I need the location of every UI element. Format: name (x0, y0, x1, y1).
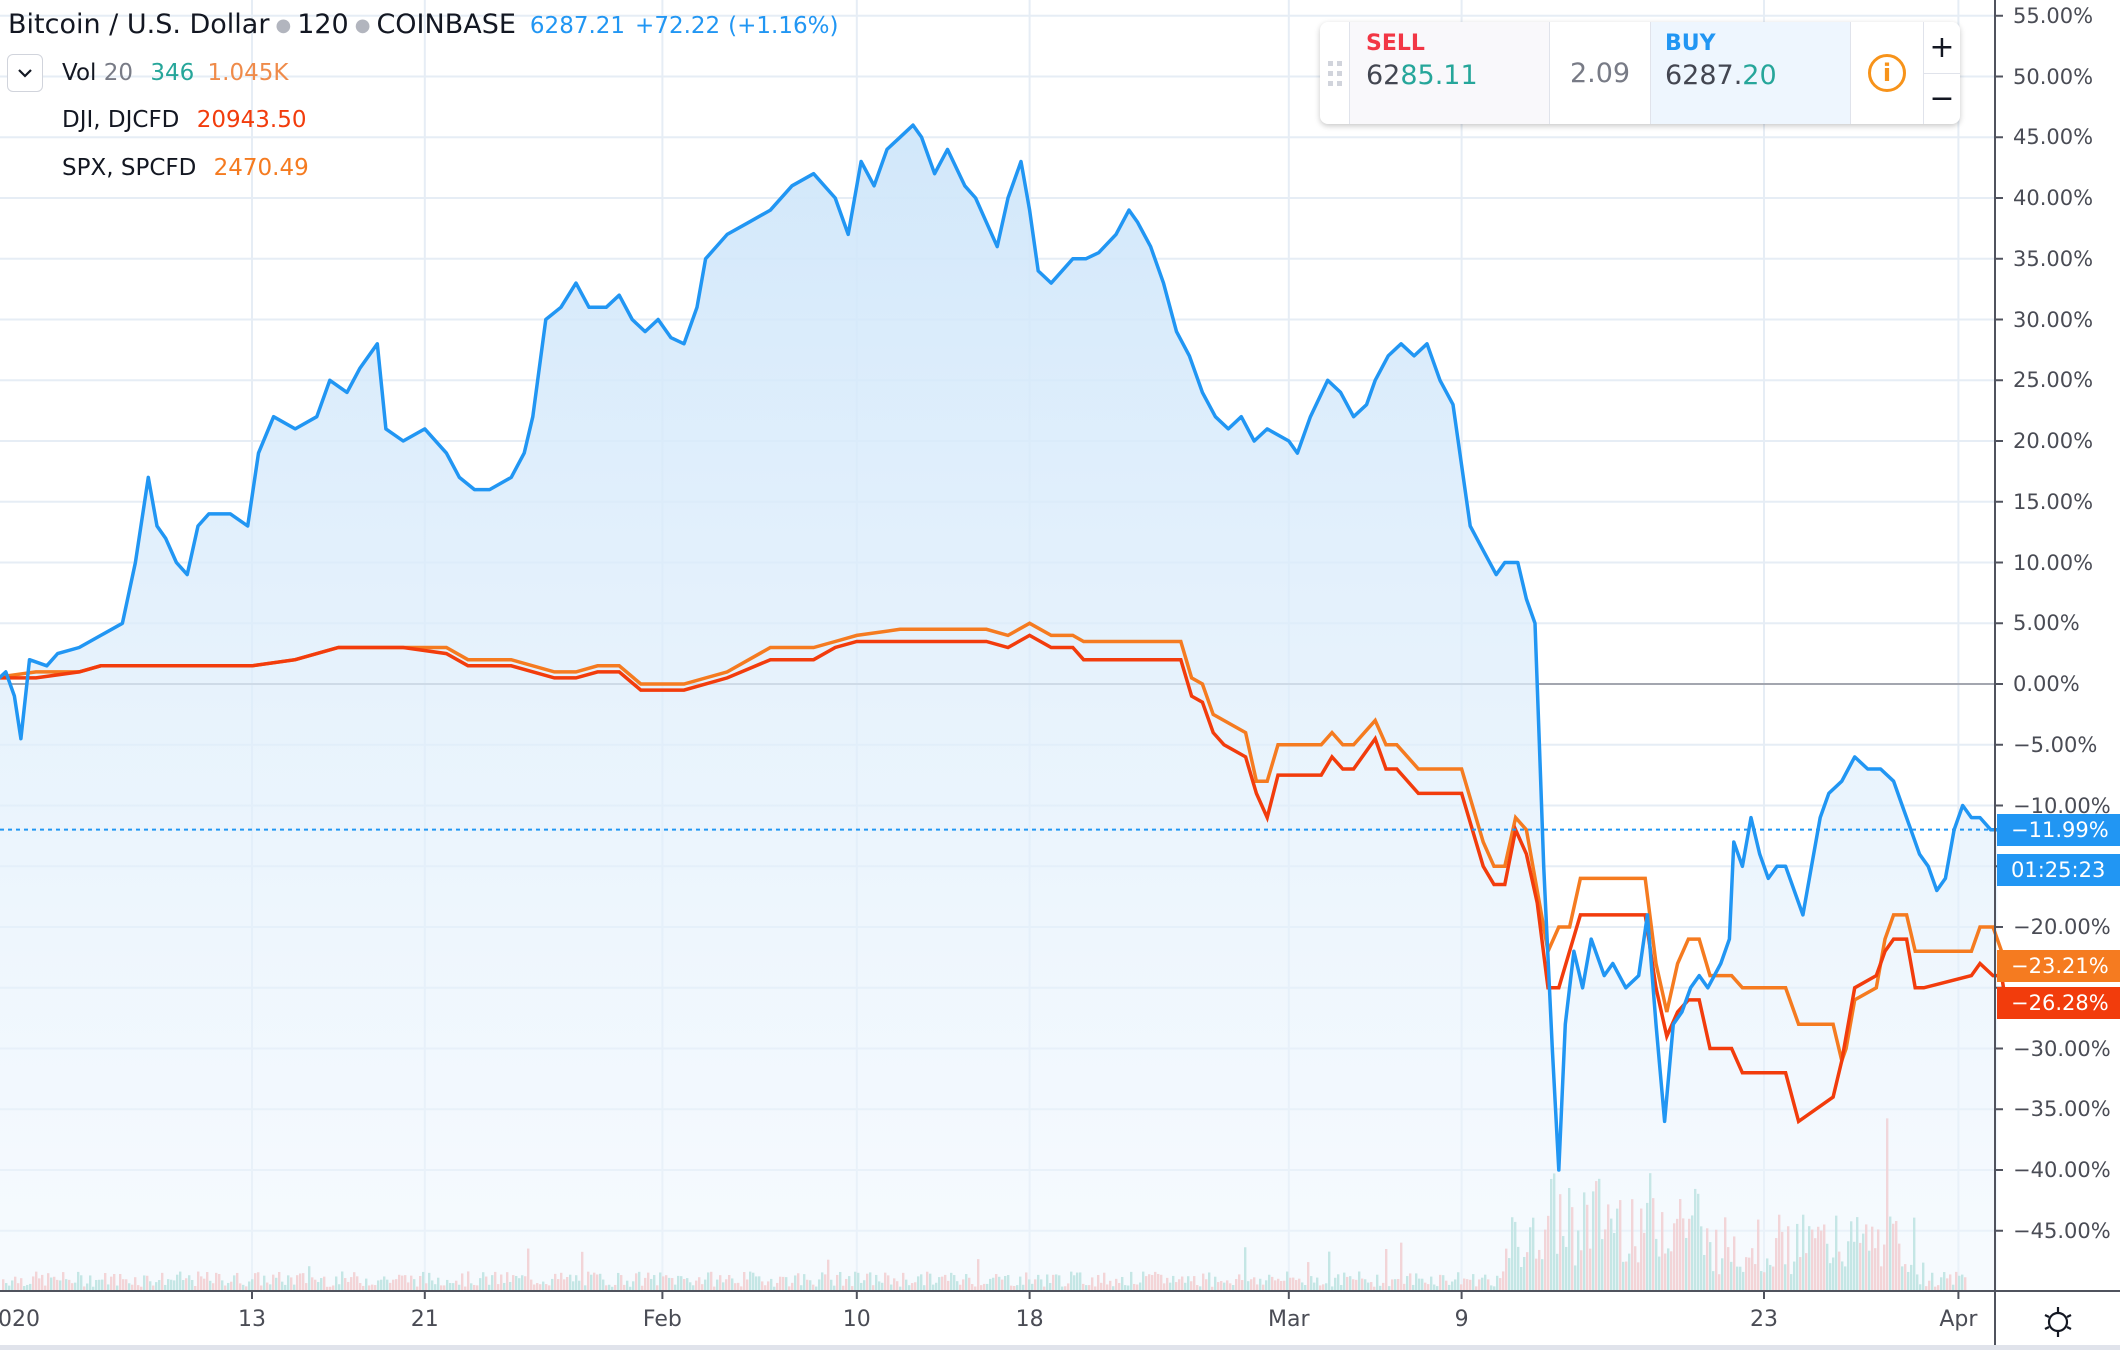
increase-button[interactable]: + (1924, 22, 1960, 74)
price-axis-ticks (1995, 14, 2003, 1232)
buy-price-suffix: 20 (1742, 60, 1777, 91)
buy-button[interactable]: BUY 6287.20 (1651, 22, 1851, 124)
quantity-stepper: + − (1924, 22, 1960, 124)
info-button[interactable]: i (1851, 22, 1924, 124)
spx-line[interactable] (0, 621, 2012, 1067)
drag-handle-icon (1327, 60, 1342, 86)
buy-price: 6287.20 (1665, 58, 1850, 94)
countdown-badge: 01:25:23 (1997, 853, 2120, 886)
btc-area-fill (0, 125, 1998, 1291)
symbol-name[interactable]: Bitcoin / U.S. Dollar (8, 9, 270, 40)
price-tick-label: 25.00% (2013, 368, 2094, 393)
price-change: +72.22 (635, 13, 721, 39)
price-tick-label: −35.00% (2013, 1097, 2111, 1122)
price-tick-label: −10.00% (2013, 793, 2111, 818)
drag-handle[interactable] (1320, 22, 1350, 124)
sun-gear-icon (2044, 1307, 2072, 1337)
time-tick-label: 9 (1454, 1307, 1469, 1332)
price-tick-label: −40.00% (2013, 1158, 2111, 1182)
sell-price-suffix: 85.11 (1400, 60, 1478, 91)
btc-line[interactable] (0, 123, 1998, 1172)
price-tick-label: −5.00% (2013, 732, 2098, 757)
price-tick-label: −30.00% (2013, 1036, 2111, 1061)
time-tick-label: Apr (1939, 1307, 1978, 1332)
time-tick-label: 23 (1750, 1307, 1778, 1332)
price-tick-label: 15.00% (2013, 489, 2094, 514)
buy-price-prefix: 6287. (1665, 60, 1743, 91)
price-axis[interactable]: 55.00% 50.00% 45.00% 40.00% 35.00% 30.00% 25.0… (1995, 0, 2120, 1291)
time-tick-label: 2020 (0, 1307, 40, 1332)
last-value-badge: −26.28% (1997, 987, 2120, 1020)
separator-dot: ● (354, 14, 371, 36)
sell-button[interactable]: SELL 6285.11 (1350, 22, 1550, 124)
price-tick-label: 20.00% (2013, 429, 2094, 453)
decrease-button[interactable]: − (1929, 81, 1955, 117)
last-value-badge: −23.21% (1997, 950, 2120, 982)
dji-line[interactable] (0, 633, 2008, 1125)
chart-settings-button[interactable] (2040, 1304, 2076, 1340)
dji-label: DJI, DJCFD (62, 107, 180, 133)
volume-ma-value: 1.045K (207, 60, 289, 86)
time-tick-label: 13 (238, 1307, 266, 1332)
price-tick-label: 35.00% (2013, 246, 2094, 271)
price-tick-label: −45.00% (2013, 1218, 2111, 1243)
symbol-title[interactable]: Bitcoin / U.S. Dollar ● 120 ● COINBASE 6287.2… (8, 8, 838, 43)
bottom-border (0, 1345, 2120, 1350)
collapse-legend-button[interactable] (7, 54, 43, 92)
spx-label: SPX, SPCFD (62, 155, 197, 181)
price-tick-label: 55.00% (2013, 3, 2094, 28)
volume-label: Vol (62, 60, 97, 86)
time-tick-label: Mar (1268, 1307, 1310, 1332)
price-tick-label: 50.00% (2013, 64, 2094, 89)
legend-spx[interactable]: SPX, SPCFD 2470.49 (62, 153, 309, 183)
price-tick-label: 45.00% (2013, 125, 2094, 150)
time-tick-label: 18 (1015, 1307, 1044, 1332)
chevron-down-icon (18, 69, 32, 78)
sell-price: 6285.11 (1366, 58, 1549, 94)
sell-price-prefix: 62 (1366, 60, 1401, 91)
sell-label: SELL (1366, 31, 1425, 56)
last-value-badge: −11.99% (1997, 813, 2120, 846)
separator-dot: ● (275, 14, 292, 36)
last-price: 6287.21 (529, 13, 626, 39)
price-tick-label: 10.00% (2013, 550, 2094, 575)
price-tick-label: −20.00% (2013, 915, 2111, 939)
time-tick-label: Feb (642, 1307, 682, 1332)
volume-value: 346 (150, 60, 195, 86)
dji-value: 20943.50 (196, 107, 307, 133)
time-axis-ticks (251, 1291, 1960, 1299)
legend-dji[interactable]: DJI, DJCFD 20943.50 (62, 105, 306, 135)
time-tick-label: 10 (842, 1307, 871, 1332)
spread-value: 2.09 (1550, 22, 1651, 124)
legend-volume[interactable]: Vol 20 346 1.045K (62, 58, 288, 88)
volume-period: 20 (103, 60, 134, 86)
price-tick-label: 40.00% (2013, 186, 2094, 210)
time-tick-label: 21 (410, 1307, 439, 1332)
interval[interactable]: 120 (297, 9, 349, 40)
price-tick-label: 5.00% (2013, 611, 2080, 636)
buy-label: BUY (1665, 31, 1716, 56)
info-icon: i (1868, 54, 1906, 92)
price-tick-label: 0.00% (2013, 672, 2080, 696)
exchange: COINBASE (376, 9, 516, 40)
spx-value: 2470.49 (213, 155, 309, 181)
price-change-pct: (+1.16%) (728, 13, 839, 39)
price-tick-label: 30.00% (2013, 307, 2094, 332)
trading-panel: SELL 6285.11 2.09 BUY 6287.20 i + − (1320, 22, 1960, 124)
